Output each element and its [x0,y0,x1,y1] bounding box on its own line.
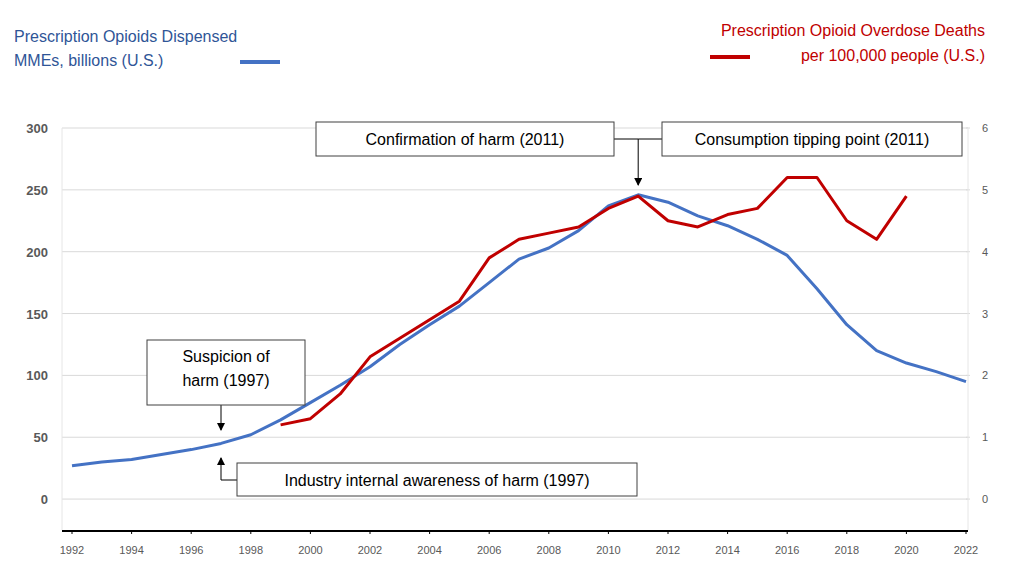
y-tick-label: 0 [41,492,48,507]
annotations: Confirmation of harm (2011) Consumption t… [147,122,962,496]
x-tick-label: 1996 [179,544,203,556]
annotation-arrow [614,139,638,185]
x-tick-label: 2022 [954,544,978,556]
y-tick-label: 300 [26,121,48,136]
annotation-box [662,122,962,156]
grid [62,128,968,499]
annotation-line: Suspicion of [182,348,270,365]
y2-tick-label: 4 [982,246,988,258]
annotation-arrow [221,458,237,480]
chart: 0 50 100 150 200 250 300 0 1 2 3 4 5 6 1992 1994 1996 199… [0,0,1024,579]
x-tick-label: 2014 [715,544,739,556]
x-tick [966,531,967,534]
grid-line [62,313,968,314]
annotation-connector [638,139,662,140]
x-tick [906,531,907,534]
x-tick-label: 1998 [239,544,263,556]
x-tick-label: 2012 [656,544,680,556]
x-tick [370,531,371,534]
x-tick [608,531,609,534]
series-line [72,195,966,466]
x-tick-label: 2008 [537,544,561,556]
y-tick-label: 50 [34,430,48,445]
x-tick-label: 2018 [835,544,859,556]
x-tick [429,531,430,534]
series-line [281,177,907,424]
x-tick-label: 2020 [894,544,918,556]
x-tick [131,531,132,534]
legend-label: Prescription Opioids Dispensed [14,28,237,45]
y2-tick-label: 6 [982,122,988,134]
annotation-arrow [221,405,222,430]
annotation-line: harm (1997) [182,372,269,389]
annotation-box [316,122,614,156]
annotation-box [237,463,637,496]
legend-swatch [710,55,750,59]
grid-line [62,251,968,252]
x-tick-label: 1994 [119,544,143,556]
y-axis-line [62,128,63,530]
y2-tick-label: 5 [982,184,988,196]
axis-label: per 100,000 people (U.S.) [801,47,985,64]
annotation-text: Consumption tipping point (2011) [695,131,930,148]
y2-tick-label: 1 [982,431,988,443]
y-tick-label: 100 [26,368,48,383]
y2-tick-label: 0 [982,493,988,505]
annotation-text: Industry internal awareness of harm (199… [284,472,589,489]
y-tick-label: 250 [26,183,48,198]
annotation-text: Suspicion of harm (1997) [182,348,270,389]
x-tick-label: 2002 [358,544,382,556]
x-tick-label: 1992 [60,544,84,556]
x-axis-line [62,530,968,532]
y-tick-label: 150 [26,307,48,322]
legend-label: Prescription Opioid Overdose Deaths [721,22,985,39]
legend-swatch [240,60,280,64]
x-tick [668,531,669,534]
x-tick-label: 2016 [775,544,799,556]
x-tick [548,531,549,534]
grid-line [62,437,968,438]
y2-tick-label: 2 [982,369,988,381]
x-tick [846,531,847,534]
grid-line [62,499,968,500]
x-tick [250,531,251,534]
x-tick [310,531,311,534]
x-tick [72,531,73,534]
y2-tick-label: 3 [982,308,988,320]
x-tick [727,531,728,534]
x-tick-label: 2004 [417,544,441,556]
x-tick [489,531,490,534]
x-tick [787,531,788,534]
grid-line [62,189,968,190]
x-tick-label: 2010 [596,544,620,556]
y-tick-label: 200 [26,245,48,260]
x-tick-label: 2000 [298,544,322,556]
series-group [72,177,966,465]
axis-label: MMEs, billions (U.S.) [14,52,163,69]
y2-axis-line [968,128,969,530]
annotation-box [147,340,305,405]
x-tick-label: 2006 [477,544,501,556]
x-tick [191,531,192,534]
annotation-text: Confirmation of harm (2011) [366,131,565,148]
